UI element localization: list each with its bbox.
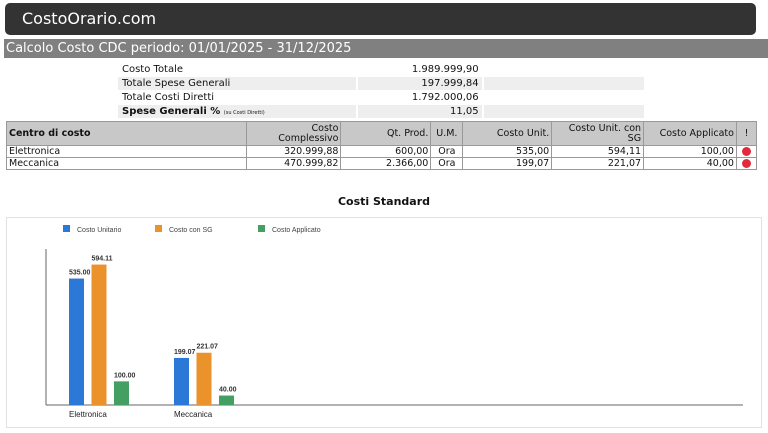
legend-label: Costo Unitario [77, 227, 121, 234]
bar [219, 395, 234, 405]
label: Spese Generali % [122, 106, 221, 117]
col-header: Centro di costo [6, 121, 247, 146]
col-header: Costo Unit. [462, 121, 553, 146]
data-label: 40.00 [219, 387, 237, 394]
bar [114, 381, 129, 405]
bar [196, 352, 212, 405]
col-header: Costo Unit. con SG [551, 121, 645, 146]
data-label: 594.11 [92, 256, 113, 263]
bar-chart: Costo Unitario Costo con SG Costo Applicat… [45, 225, 743, 419]
bar [174, 357, 189, 405]
bar [69, 278, 84, 405]
col-header: Costo Complessivo [245, 121, 342, 146]
col-header: Costo Applicato [643, 121, 737, 146]
bar [91, 264, 107, 405]
summary-table: Costo Totale 1.989.999,90 Totale Spese Ge… [118, 63, 644, 119]
cost-center-table: Centro di costo Costo Complessivo Qt. Pr… [6, 121, 758, 170]
col-header: ! [735, 121, 758, 146]
col-header: Qt. Prod. [340, 121, 432, 146]
summary-row-spese-generali: Totale Spese Generali 197.999,84 [118, 77, 644, 90]
data-label: 221.07 [197, 344, 219, 351]
table-row: Meccanica 470.999,82 2.366,00 Ora 199,07… [6, 157, 758, 170]
period-title: Calcolo Costo CDC periodo: 01/01/2025 - … [4, 39, 768, 58]
x-tick-label: Meccanica [174, 410, 213, 419]
data-label: 100.00 [114, 372, 136, 379]
col-header: U.M. [430, 121, 464, 146]
legend-label: Costo con SG [169, 227, 213, 234]
x-tick-label: Elettronica [69, 410, 107, 419]
summary-row-spese-percent: Spese Generali % (su Costi Diretti) 11,05 [118, 105, 644, 118]
app-title[interactable]: CostoOrario.com [22, 9, 157, 28]
legend-swatch [155, 225, 162, 232]
legend-swatch [63, 225, 70, 232]
chart-container: Costo Unitario Costo con SG Costo Applicat… [6, 217, 762, 428]
table-row: Elettronica 320.999,88 600,00 Ora 535,00… [6, 145, 758, 158]
legend-label: Costo Applicato [272, 227, 321, 234]
app-header: CostoOrario.com [5, 3, 756, 35]
data-label: 199.07 [174, 349, 196, 356]
data-label: 535.00 [69, 270, 91, 277]
status-red-dot-icon [741, 147, 751, 156]
note: (su Costi Diretti) [223, 110, 265, 116]
chart-title: Costi Standard [337, 195, 431, 208]
summary-row-costo-totale: Costo Totale 1.989.999,90 [122, 64, 479, 75]
status-red-dot-icon [741, 159, 751, 168]
summary-row-costi-diretti: Totale Costi Diretti 1.792.000,06 [122, 92, 479, 103]
table-header: Centro di costo Costo Complessivo Qt. Pr… [6, 121, 758, 146]
legend-swatch [258, 225, 265, 232]
